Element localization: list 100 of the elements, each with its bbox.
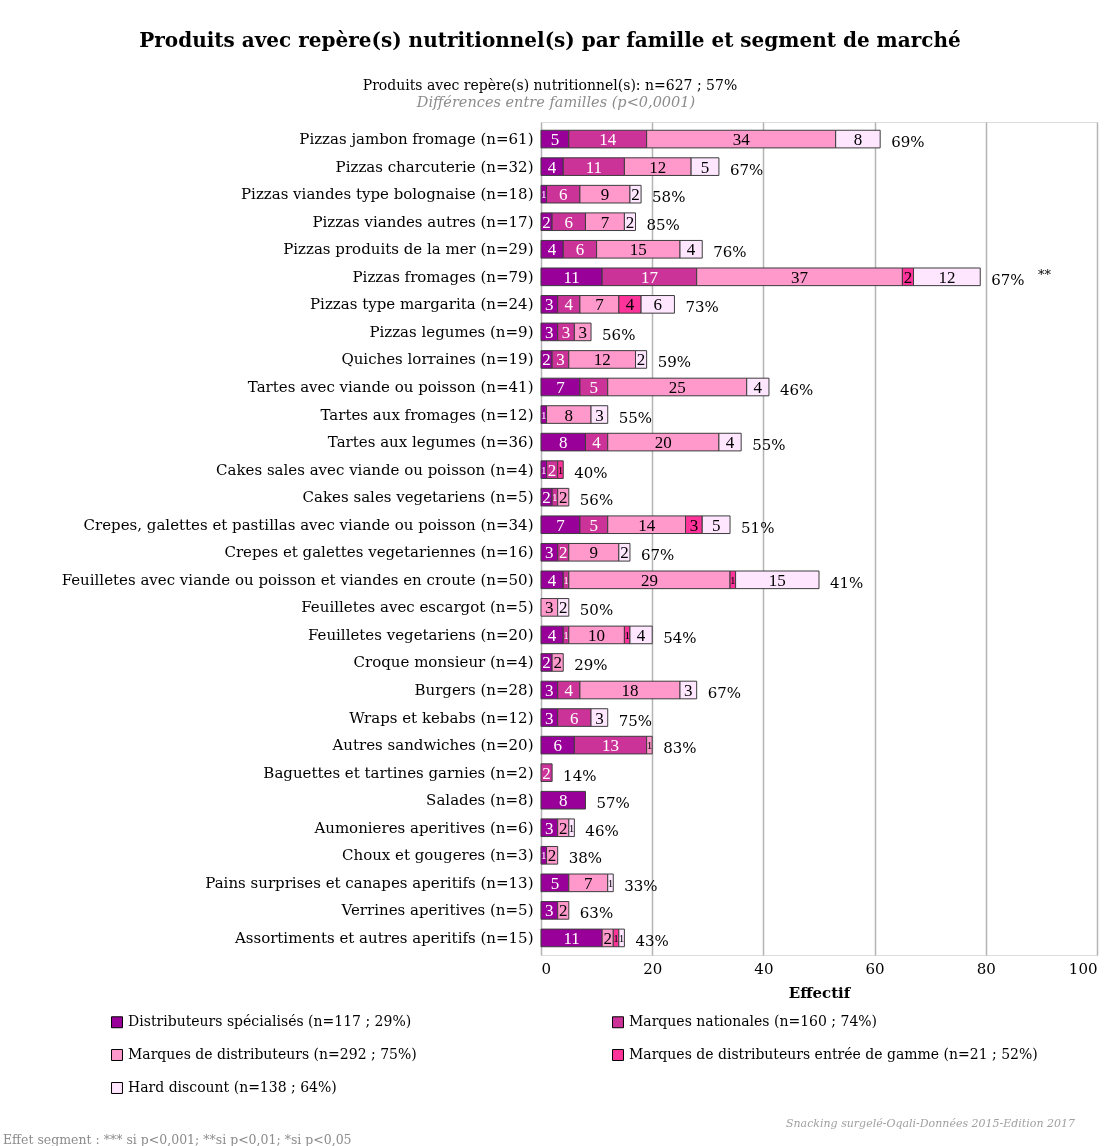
data-label: 2 (603, 928, 612, 948)
data-label: 5 (550, 873, 560, 893)
legend-label: Distributeurs spécialisés (n=117 ; 29%) (128, 1013, 412, 1030)
data-label: 1 (552, 491, 558, 504)
annotation: 33% (624, 876, 658, 895)
data-label: 3 (545, 543, 554, 563)
data-label: 11 (585, 157, 603, 177)
data-label: 4 (547, 157, 557, 177)
y-tick-label: Pizzas viandes type bolognaise (n=18) (241, 185, 534, 204)
y-tick-label: Quiches lorraines (n=19) (341, 350, 534, 369)
data-label: 5 (711, 515, 721, 535)
data-label: 15 (629, 240, 647, 260)
annotation: 83% (663, 739, 697, 758)
data-label: 3 (545, 708, 554, 728)
data-label: 2 (542, 350, 551, 370)
data-label: 3 (556, 350, 565, 370)
data-label: 11 (563, 928, 580, 948)
legend-label: Marques de distributeurs entrée de gamme (n=21 ; 52%) (629, 1046, 1038, 1062)
data-label: 1 (613, 931, 619, 944)
data-label: 7 (556, 515, 566, 535)
data-label: 5 (550, 130, 560, 150)
y-tick-label: Baguettes et tartines garnies (n=2) (263, 763, 534, 782)
data-label: 1 (646, 739, 653, 752)
data-label: 5 (589, 378, 599, 397)
data-label: 3 (545, 598, 554, 618)
data-label: 6 (564, 212, 574, 232)
data-label: 4 (547, 570, 557, 590)
y-tick-label: Pizzas legumes (n=9) (369, 322, 534, 341)
data-label: 7 (584, 873, 594, 893)
data-label: 12 (938, 267, 956, 287)
data-label: 4 (564, 295, 574, 315)
data-label: 3 (545, 295, 554, 315)
annotation: 43% (635, 931, 669, 950)
data-label: 2 (558, 488, 568, 508)
data-label: 1 (568, 821, 575, 834)
data-label: 6 (558, 185, 568, 205)
data-label: 3 (545, 681, 554, 700)
y-tick-label: Pizzas type margarita (n=24) (310, 295, 534, 314)
data-label: 2 (636, 350, 646, 370)
annotation: 29% (574, 656, 608, 675)
annotation: 51% (741, 518, 775, 537)
y-tick-label: Crepes, galettes et pastillas avec viande ou poisson (n=34) (83, 515, 534, 534)
data-label: 6 (653, 295, 663, 315)
x-tick-label: 20 (643, 959, 663, 978)
data-label: 2 (553, 653, 562, 673)
annotation: 59% (657, 353, 691, 372)
data-label: 1 (557, 463, 564, 476)
data-label: 9 (589, 543, 599, 563)
annotation: 38% (568, 849, 603, 868)
data-label: 3 (578, 322, 587, 342)
data-label: 7 (600, 212, 610, 232)
data-label: 3 (595, 708, 604, 728)
y-tick-label: Feuilletes avec escargot (n=5) (301, 598, 534, 617)
annotation: 67% (991, 270, 1025, 289)
y-tick-label: Burgers (n=28) (414, 681, 534, 699)
annotation: 46% (779, 381, 814, 399)
data-label: 15 (768, 570, 786, 590)
y-tick-label: Cakes sales vegetariens (n=5) (302, 488, 534, 507)
annotation: 50% (579, 601, 614, 620)
data-label: 4 (625, 295, 635, 315)
x-tick-label: 0 (541, 959, 552, 978)
y-tick-label: Choux et gougeres (n=3) (342, 846, 534, 865)
data-label: 3 (545, 818, 554, 838)
y-tick-label: Crepes et galettes vegetariennes (n=16) (224, 543, 534, 562)
annotation: 75% (618, 711, 653, 730)
data-label: 3 (545, 901, 554, 921)
data-label: 2 (542, 763, 551, 783)
annotation: 67% (707, 684, 742, 702)
annotation: 76% (713, 243, 747, 262)
annotation: 73% (685, 298, 719, 317)
annotation: 41% (830, 573, 864, 592)
annotation: 56% (602, 325, 636, 344)
data-label: 25 (668, 378, 686, 397)
y-tick-label: Pains surprises et canapes aperitifs (n=13) (205, 873, 534, 892)
y-tick-label: Feuilletes vegetariens (n=20) (307, 625, 534, 644)
data-label: 3 (689, 515, 699, 535)
data-label: 8 (558, 433, 568, 453)
legend-label: Marques de distributeurs (n=292 ; 75%) (128, 1046, 417, 1062)
annotation: 69% (891, 133, 925, 152)
data-label: 1 (563, 573, 569, 586)
annotation: 55% (752, 436, 786, 455)
data-label: 2 (547, 460, 557, 480)
data-label: 1 (541, 463, 547, 476)
data-label: 2 (558, 818, 568, 838)
annotation: 14% (563, 766, 597, 785)
data-label: 1 (607, 876, 614, 889)
annotation: 63% (579, 904, 614, 923)
y-tick-label: Tartes avec viande ou poisson (n=41) (247, 378, 534, 396)
y-tick-label: Salades (n=8) (426, 791, 534, 810)
data-label: 13 (602, 736, 619, 756)
y-tick-label: Wraps et kebabs (n=12) (349, 708, 534, 727)
data-label: 1 (730, 573, 736, 586)
data-label: 8 (564, 405, 574, 425)
data-label: 11 (563, 267, 580, 287)
data-label: 34 (732, 130, 751, 150)
text: Snacking surgelé-Oqali-Données 2015-Edition 2017 (785, 1117, 1075, 1130)
y-tick-label: Pizzas charcuterie (n=32) (335, 157, 534, 176)
data-label: 2 (558, 543, 568, 563)
text: Différences entre familles (p<0,0001) (415, 94, 696, 110)
annotation: ** (1038, 267, 1052, 282)
